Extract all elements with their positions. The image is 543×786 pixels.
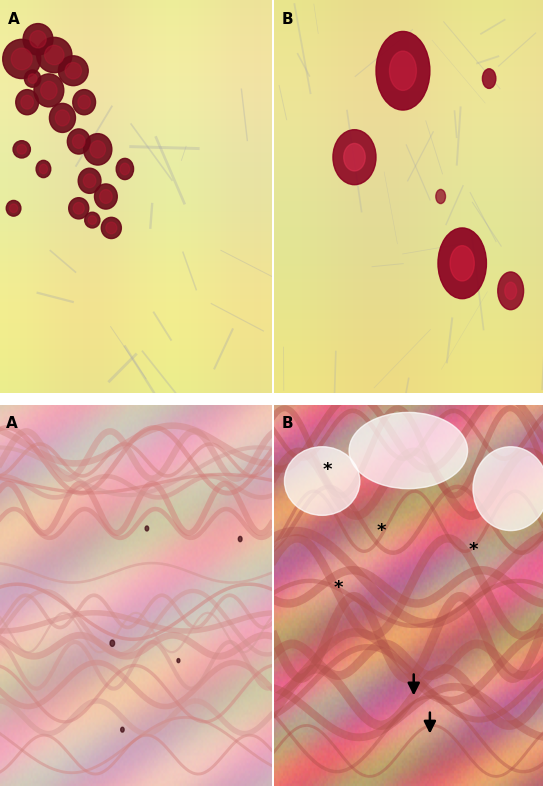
Text: *: * [333,578,343,597]
Text: *: * [323,461,332,479]
Circle shape [110,640,115,646]
Ellipse shape [3,39,41,79]
Circle shape [436,189,445,204]
Ellipse shape [333,130,376,185]
Ellipse shape [72,134,85,149]
Ellipse shape [28,74,37,83]
Text: A: A [8,12,20,27]
Circle shape [177,659,180,663]
Text: A: A [5,417,17,432]
Ellipse shape [116,159,134,180]
Ellipse shape [17,145,27,154]
Ellipse shape [23,24,53,55]
Ellipse shape [10,204,17,212]
Ellipse shape [285,446,360,516]
Ellipse shape [120,163,130,174]
Ellipse shape [84,134,112,165]
Ellipse shape [78,95,91,109]
Ellipse shape [349,413,468,489]
Ellipse shape [73,203,84,214]
Ellipse shape [16,90,39,115]
Ellipse shape [73,90,96,115]
Ellipse shape [7,200,21,216]
Ellipse shape [36,160,51,178]
Ellipse shape [59,56,89,86]
Ellipse shape [106,222,117,233]
Circle shape [482,68,496,88]
Ellipse shape [90,141,105,158]
Circle shape [505,282,516,299]
Ellipse shape [49,103,75,133]
Ellipse shape [85,212,100,228]
Ellipse shape [101,218,122,239]
Ellipse shape [30,31,46,48]
Ellipse shape [41,81,57,100]
Circle shape [450,245,475,281]
Ellipse shape [78,168,101,193]
Circle shape [438,228,487,299]
Ellipse shape [55,110,70,126]
Ellipse shape [68,197,89,219]
Ellipse shape [21,95,34,109]
Ellipse shape [67,129,90,154]
Ellipse shape [11,48,32,70]
Circle shape [498,272,523,310]
Ellipse shape [65,63,81,79]
Ellipse shape [473,446,543,531]
Circle shape [238,536,242,542]
Ellipse shape [94,184,117,209]
Ellipse shape [88,216,97,225]
Circle shape [121,727,124,732]
Circle shape [389,51,416,90]
Ellipse shape [13,141,30,158]
Text: *: * [468,541,478,559]
Ellipse shape [45,46,64,64]
Ellipse shape [344,143,365,171]
Text: B: B [282,417,293,432]
Ellipse shape [40,164,47,174]
Ellipse shape [24,70,41,87]
Ellipse shape [99,189,112,204]
Circle shape [376,31,430,110]
Text: B: B [282,12,293,27]
Ellipse shape [37,37,72,72]
Ellipse shape [34,74,64,107]
Ellipse shape [83,174,96,188]
Text: *: * [377,522,386,540]
Circle shape [145,526,149,531]
